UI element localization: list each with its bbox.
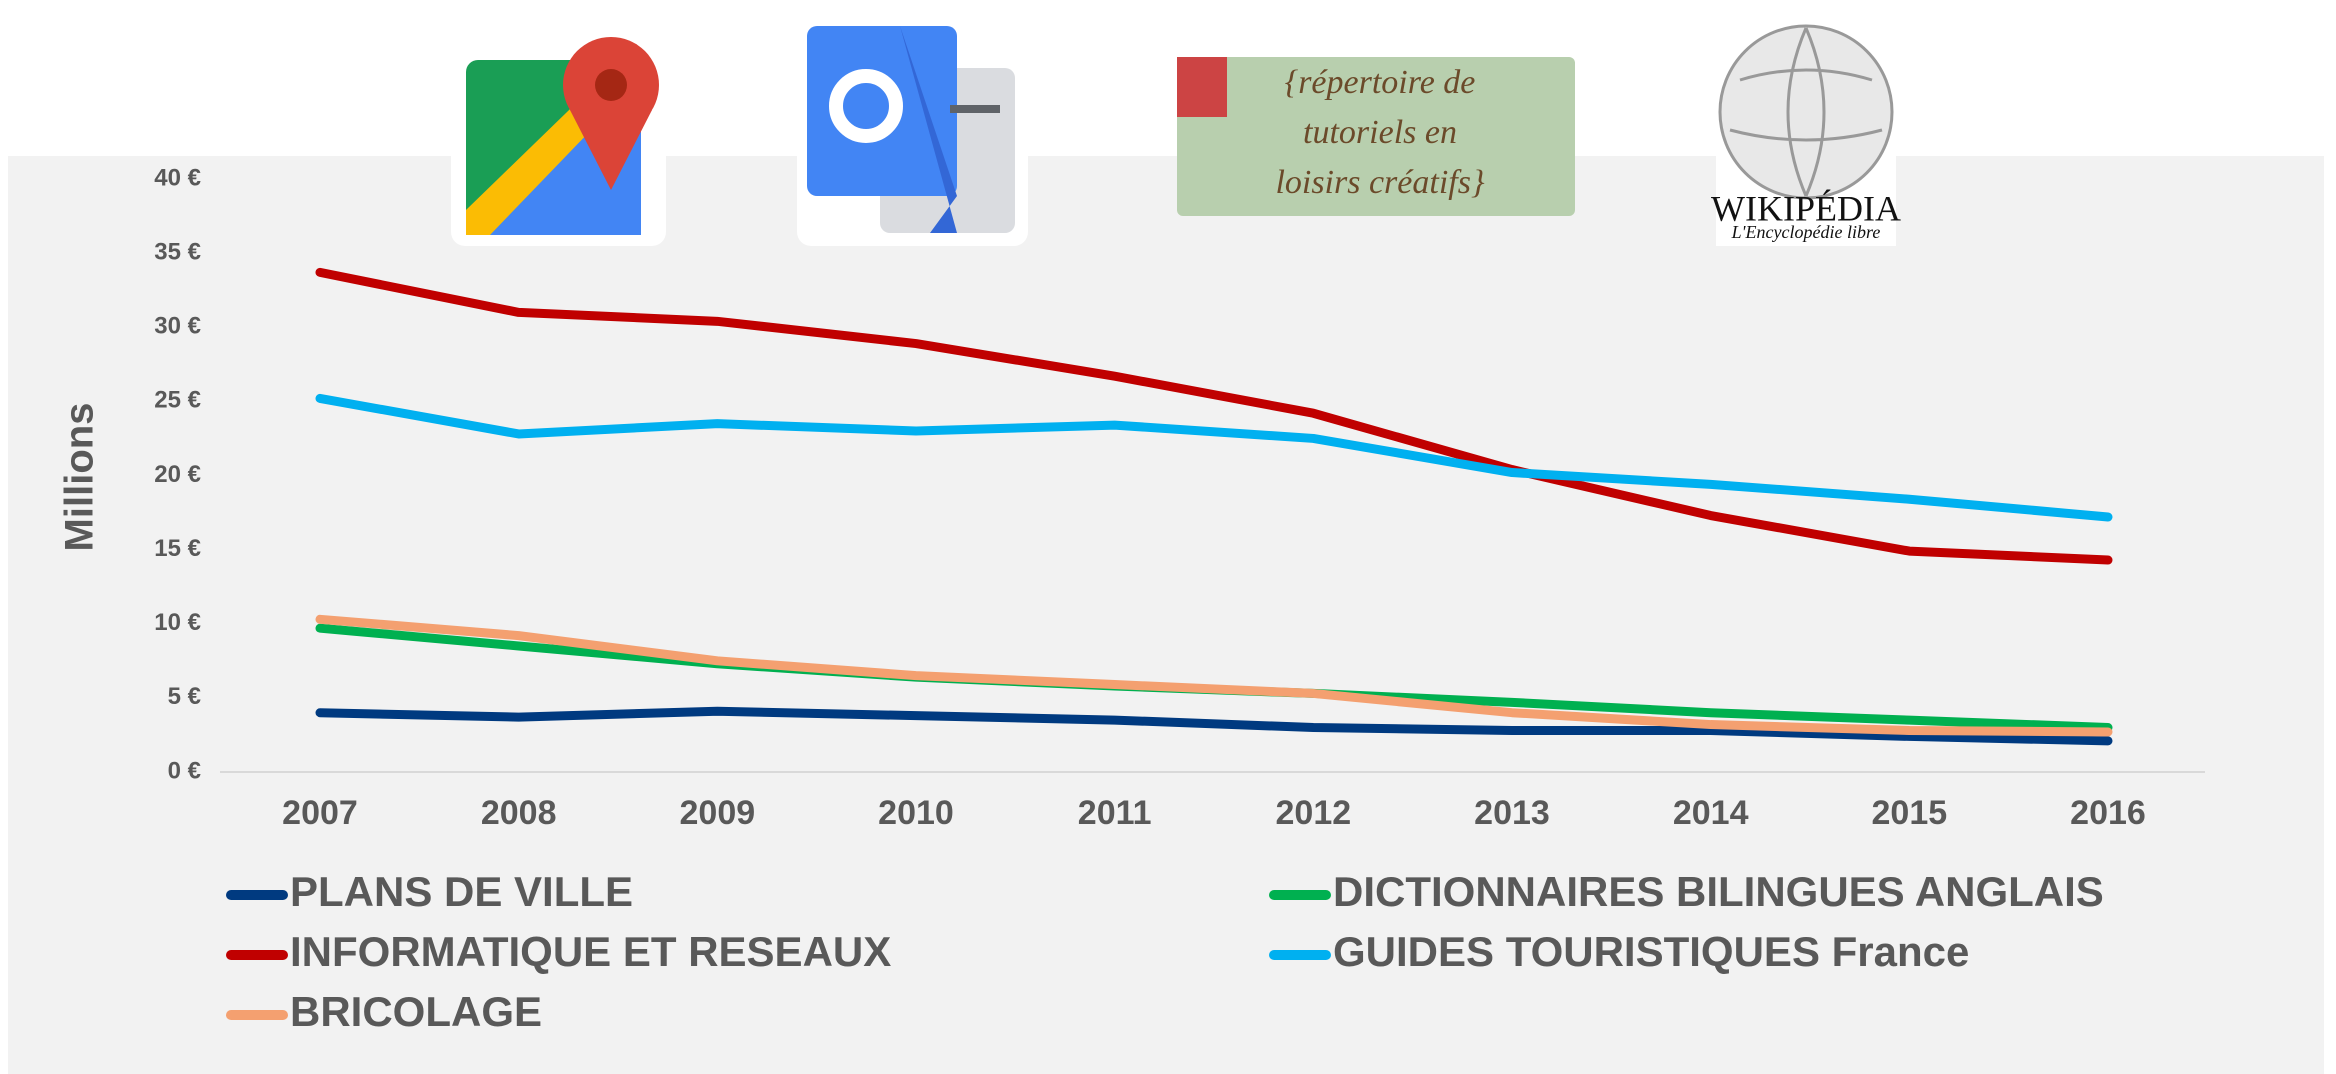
y-tick-label: 5 €: [168, 683, 201, 710]
x-tick-label: 2010: [878, 794, 954, 832]
x-tick-label: 2014: [1673, 794, 1749, 832]
x-tick-label: 2015: [1872, 794, 1948, 832]
wikipedia-tagline: L'Encyclopédie libre: [1731, 222, 1881, 242]
banner-text: tutoriels en: [1303, 114, 1457, 151]
maps-logo: [451, 37, 666, 246]
y-tick-label: 20 €: [154, 461, 201, 488]
wikipedia-logo: WIKIPÉDIA L'Encyclopédie libre: [1711, 20, 1901, 246]
x-tick-label: 2007: [282, 794, 358, 832]
y-tick-label: 10 €: [154, 609, 201, 636]
chart-background: [8, 156, 2324, 1074]
line: [315, 614, 2113, 737]
y-tick-label: 30 €: [154, 313, 201, 340]
legend-label: DICTIONNAIRES BILINGUES ANGLAIS: [1333, 868, 2104, 915]
x-tick-label: 2013: [1474, 794, 1550, 832]
legend-label: GUIDES TOURISTIQUES France: [1333, 928, 1969, 975]
line: [315, 706, 2113, 746]
legend-label: BRICOLAGE: [290, 988, 542, 1035]
wikipedia-wordmark: WIKIPÉDIA: [1711, 188, 1901, 228]
x-tick-label: 2008: [481, 794, 557, 832]
legend-label: PLANS DE VILLE: [290, 868, 633, 915]
y-tick-label: 40 €: [154, 164, 201, 191]
x-tick-label: 2011: [1078, 794, 1152, 832]
y-tick-label: 35 €: [154, 238, 201, 265]
banner-text: {répertoire de: [1285, 64, 1476, 101]
x-tick-label: 2012: [1276, 794, 1352, 832]
line: [315, 267, 2113, 565]
legend-label: INFORMATIQUE ET RESEAUX: [290, 928, 891, 975]
y-tick-label: 0 €: [168, 757, 201, 784]
x-tick-label: 2016: [2070, 794, 2146, 832]
tutorials-banner: {répertoire de tutoriels en loisirs créa…: [1177, 57, 1575, 216]
line: [315, 393, 2113, 522]
y-tick-label: 15 €: [154, 535, 201, 562]
x-tick-label: 2009: [680, 794, 756, 832]
y-axis-label: Millions: [58, 403, 102, 552]
y-tick-label: 25 €: [154, 387, 201, 414]
translate-logo: [797, 26, 1028, 246]
banner-text: loisirs créatifs}: [1275, 164, 1485, 201]
